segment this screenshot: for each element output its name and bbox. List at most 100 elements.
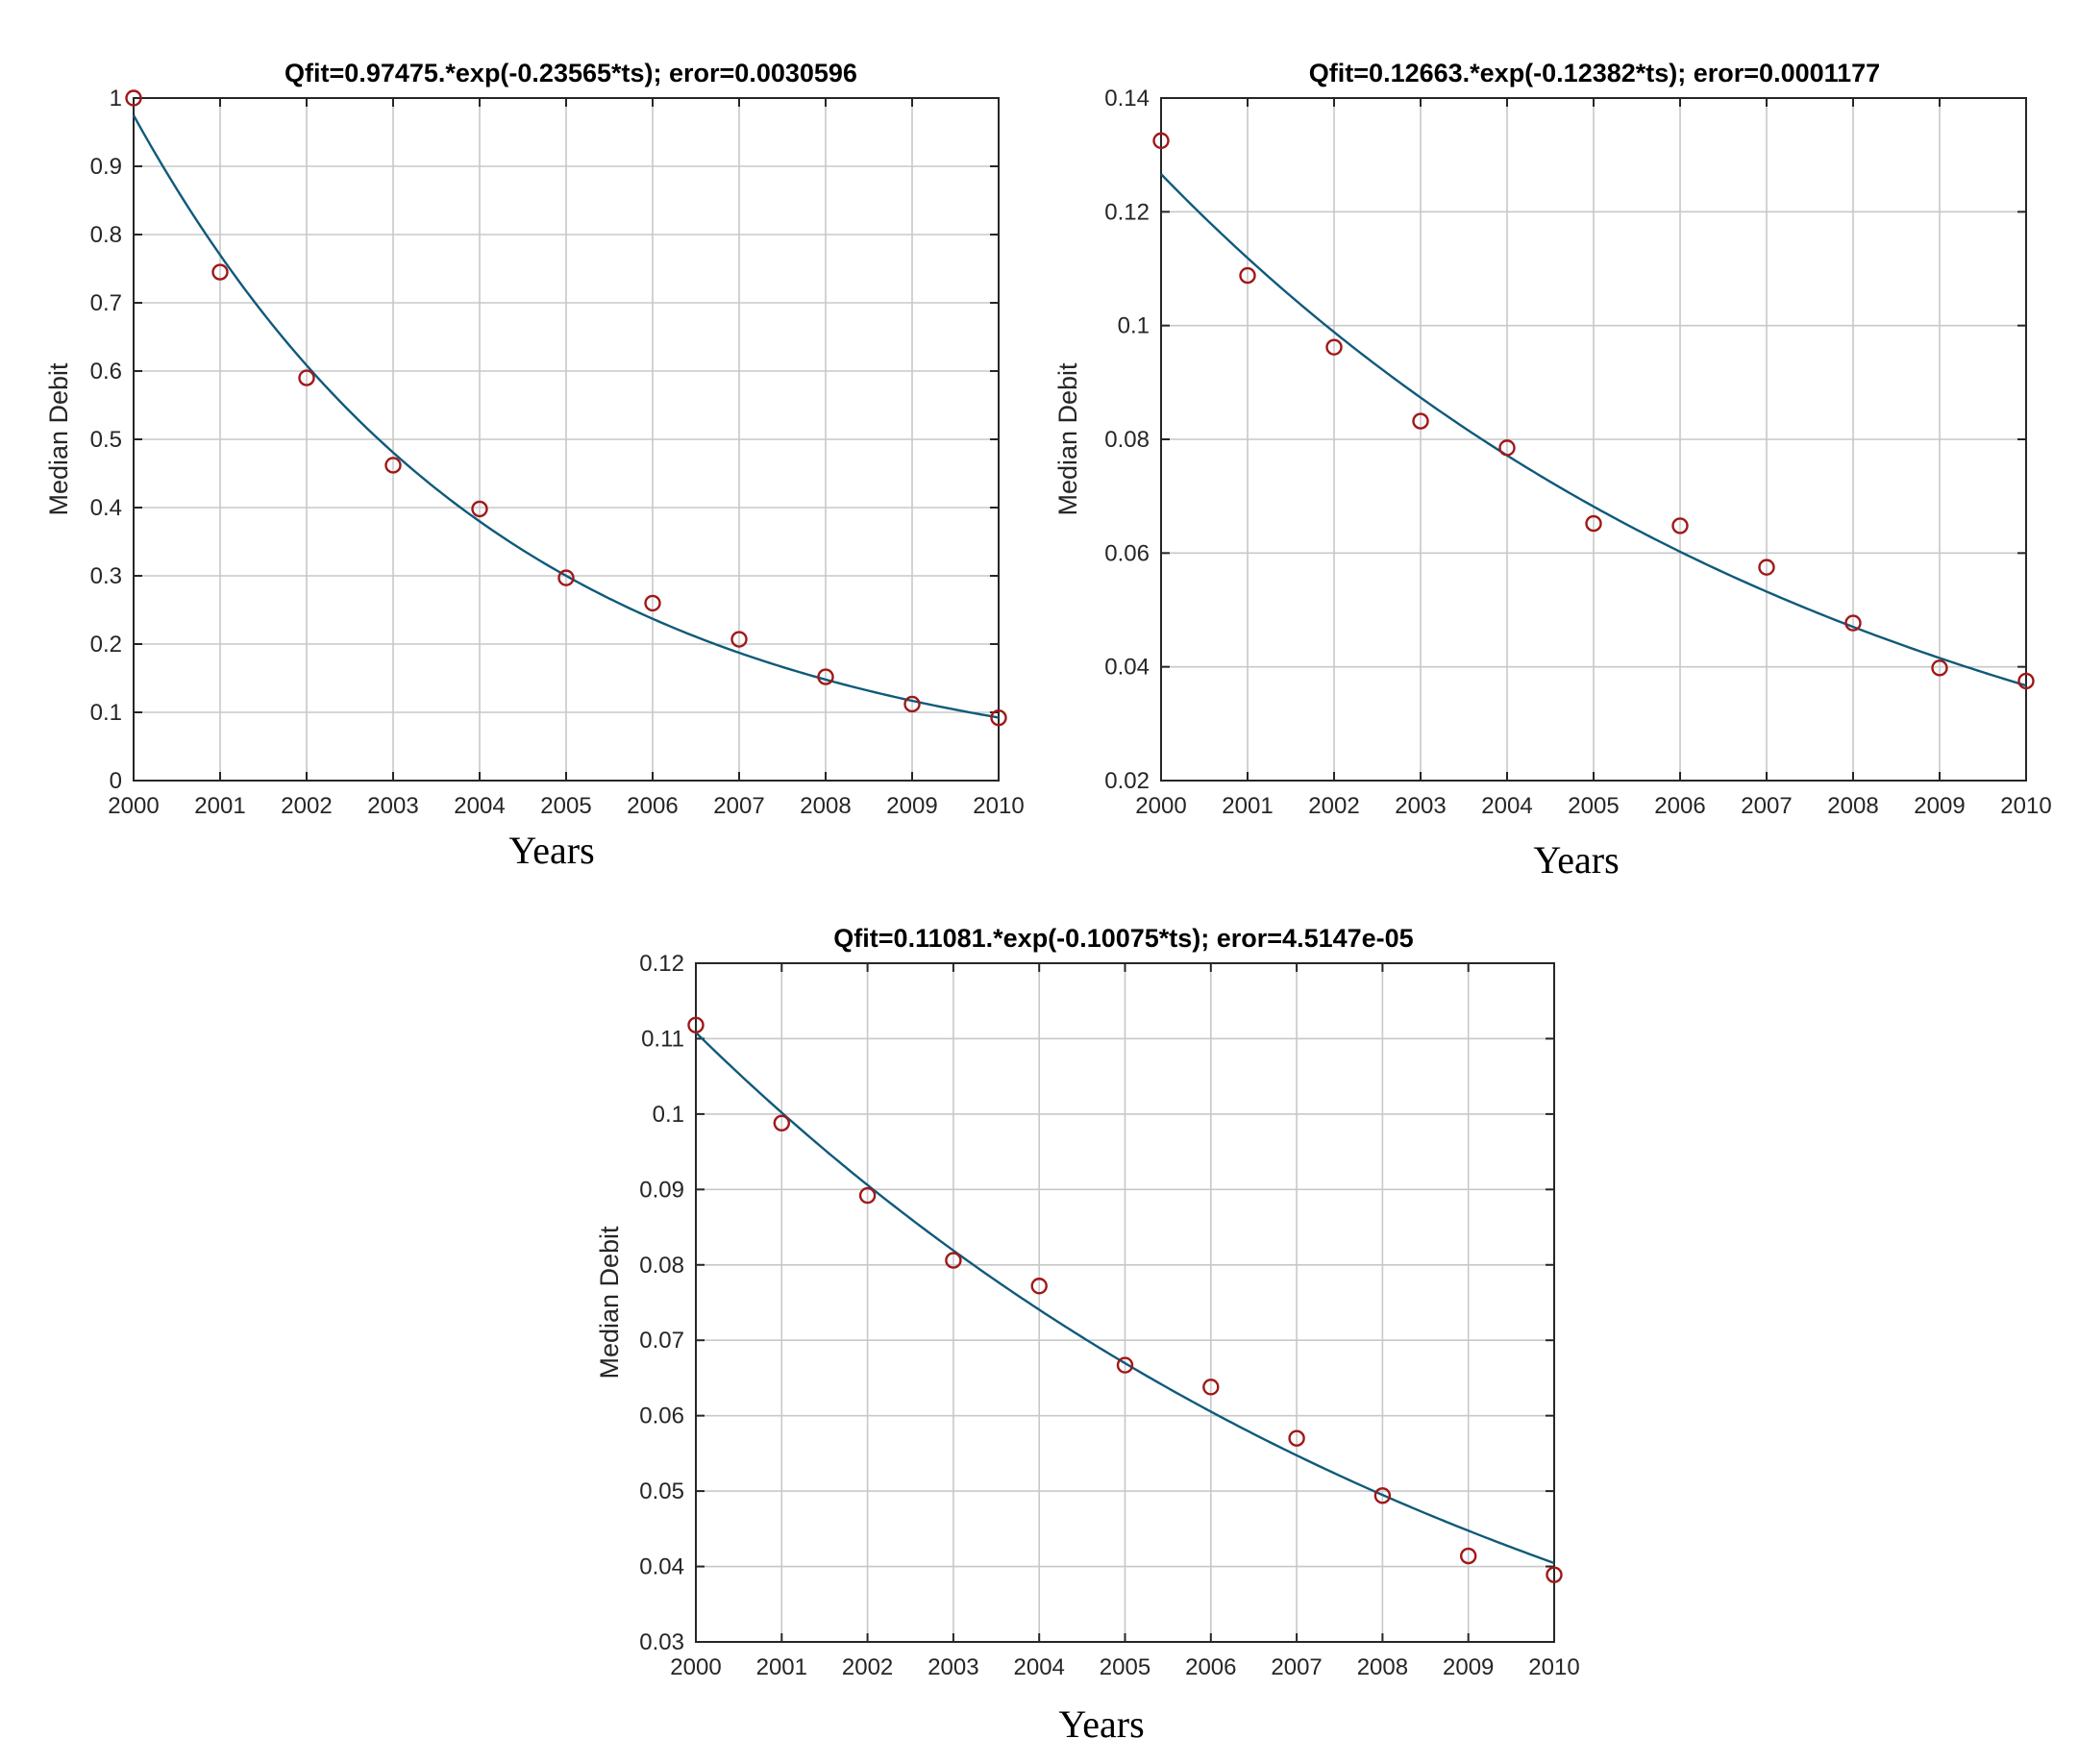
y-tick-label: 0.03 <box>639 1629 684 1655</box>
x-tick-label: 2009 <box>886 793 937 819</box>
y-tick-label: 0 <box>110 768 122 794</box>
data-point <box>1758 559 1775 576</box>
y-tick-label: 0.05 <box>639 1478 684 1504</box>
x-tick-label: 2006 <box>1654 793 1705 819</box>
y-tick-label: 0.08 <box>1104 427 1150 453</box>
x-tick-label: 2010 <box>2000 793 2051 819</box>
data-point <box>1546 1566 1563 1583</box>
fit-curve <box>1160 173 2027 687</box>
y-tick-label: 0.8 <box>90 222 122 248</box>
data-point <box>125 89 142 107</box>
ticks: 2000 2001 2002 2003 2004 2005 2006 2007 2008 2009… <box>639 951 1579 1680</box>
y-tick-label: 0.11 <box>641 1026 684 1052</box>
x-axis-label: Years <box>1058 1702 1144 1746</box>
data-point <box>1585 514 1602 533</box>
data-point <box>730 631 748 648</box>
y-tick-label: 1 <box>110 86 122 112</box>
data-point <box>211 263 229 281</box>
x-tick-label: 2009 <box>1443 1654 1494 1680</box>
x-tick-label: 2002 <box>1308 793 1359 819</box>
chart-panel-2: Qfit=0.12663.*exp(-0.12382*ts); eror=0.0… <box>1053 59 2052 882</box>
x-tick-label: 2002 <box>842 1654 893 1680</box>
data-points-layer <box>125 89 1007 727</box>
data-point <box>298 369 315 386</box>
y-tick-label: 0.4 <box>90 495 122 521</box>
x-tick-label: 2006 <box>627 793 678 819</box>
data-point <box>1844 614 1862 632</box>
y-tick-label: 0.5 <box>90 427 122 453</box>
data-point <box>1152 132 1170 150</box>
x-tick-label: 2007 <box>1271 1654 1322 1680</box>
data-point <box>1116 1356 1134 1374</box>
data-point <box>945 1252 962 1269</box>
data-point <box>384 457 402 474</box>
data-point <box>1498 439 1516 457</box>
data-point <box>1288 1429 1305 1447</box>
x-tick-label: 2006 <box>1185 1654 1236 1680</box>
ticks: 2000 2001 2002 2003 2004 2005 2006 2007 2008 2009… <box>1104 86 2051 819</box>
y-tick-label: 0.06 <box>639 1404 684 1429</box>
data-point <box>557 569 575 586</box>
x-tick-label: 2007 <box>1741 793 1792 819</box>
x-tick-label: 2001 <box>1222 793 1273 819</box>
data-point <box>773 1114 790 1132</box>
x-tick-label: 2002 <box>281 793 332 819</box>
x-tick-label: 2010 <box>1528 1654 1579 1680</box>
y-tick-label: 0.02 <box>1104 768 1150 794</box>
x-tick-label: 2005 <box>540 793 591 819</box>
y-axis-label: Median Debit <box>1053 362 1082 516</box>
data-point <box>858 1186 877 1205</box>
y-tick-label: 0.3 <box>90 563 122 589</box>
x-tick-label: 2005 <box>1100 1654 1150 1680</box>
data-point <box>990 708 1007 727</box>
y-tick-label: 0.9 <box>90 154 122 180</box>
chart-panel-1: Qfit=0.97475.*exp(-0.23565*ts); eror=0.0… <box>44 59 1025 872</box>
y-tick-label: 0.1 <box>1118 313 1150 339</box>
fit-curve-layer <box>695 1031 1555 1565</box>
x-tick-label: 2003 <box>367 793 418 819</box>
data-point <box>471 500 488 518</box>
x-tick-label: 2001 <box>194 793 245 819</box>
fit-curve <box>132 114 1000 719</box>
x-tick-label: 2003 <box>928 1654 978 1680</box>
data-point <box>687 1016 705 1034</box>
y-axis-label: Median Debit <box>595 1226 624 1379</box>
x-tick-label: 2003 <box>1395 793 1446 819</box>
x-tick-label: 2004 <box>1014 1654 1065 1680</box>
x-tick-label: 2008 <box>800 793 851 819</box>
fit-curve-layer <box>1160 173 2027 687</box>
grid <box>1161 98 2026 781</box>
data-point <box>817 668 834 685</box>
x-tick-label: 2000 <box>1135 793 1186 819</box>
data-point <box>1412 412 1429 430</box>
data-point <box>1030 1278 1048 1295</box>
y-tick-label: 0.6 <box>90 359 122 385</box>
grid <box>696 963 1554 1642</box>
data-point <box>1239 266 1256 285</box>
y-tick-label: 0.08 <box>639 1253 684 1279</box>
y-tick-label: 0.2 <box>90 632 122 658</box>
data-point <box>903 695 921 713</box>
x-tick-label: 2008 <box>1357 1654 1408 1680</box>
x-tick-label: 2000 <box>108 793 159 819</box>
y-axis-label: Median Debit <box>44 362 73 516</box>
y-tick-label: 0.06 <box>1104 540 1150 566</box>
x-tick-label: 2010 <box>973 793 1024 819</box>
y-tick-label: 0.1 <box>90 700 122 726</box>
y-tick-label: 0.07 <box>639 1328 684 1354</box>
chart-title: Qfit=0.12663.*exp(-0.12382*ts); eror=0.0… <box>1309 59 1880 87</box>
x-tick-label: 2007 <box>713 793 764 819</box>
data-point <box>644 594 661 612</box>
ticks: 2000 2001 2002 2003 2004 2005 2006 2007 2008 2009… <box>90 86 1025 819</box>
y-tick-label: 0.09 <box>639 1177 684 1203</box>
data-point <box>1459 1547 1477 1565</box>
x-tick-label: 2008 <box>1827 793 1878 819</box>
chart-title: Qfit=0.97475.*exp(-0.23565*ts); eror=0.0… <box>284 59 857 87</box>
x-tick-label: 2004 <box>1481 793 1532 819</box>
data-point <box>2017 672 2035 690</box>
data-point <box>1931 659 1948 677</box>
fit-curve-layer <box>132 114 1000 719</box>
y-tick-label: 0.12 <box>1104 199 1150 225</box>
x-axis-label: Years <box>508 829 594 872</box>
